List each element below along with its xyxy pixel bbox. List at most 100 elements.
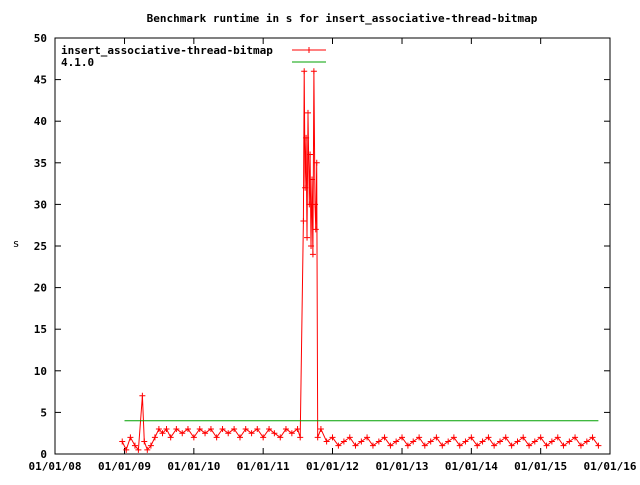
series-line-0 bbox=[121, 71, 599, 452]
data-point bbox=[302, 184, 309, 191]
data-point bbox=[207, 426, 214, 433]
y-axis-label: s bbox=[13, 237, 20, 250]
x-axis: 01/01/08 01/01/09 01/01/10 01/01/11 01/01/12… bbox=[29, 38, 637, 473]
data-point bbox=[141, 438, 148, 445]
data-point bbox=[301, 68, 308, 75]
data-point bbox=[358, 438, 365, 445]
data-point bbox=[135, 446, 142, 453]
x-tick-label: 01/01/10 bbox=[167, 460, 220, 473]
data-point bbox=[479, 438, 486, 445]
x-tick-label: 01/01/14 bbox=[445, 460, 498, 473]
data-point bbox=[151, 434, 158, 441]
data-point bbox=[537, 434, 544, 441]
data-point bbox=[364, 434, 371, 441]
x-tick-label: 01/01/11 bbox=[237, 460, 290, 473]
data-point bbox=[184, 426, 191, 433]
data-point bbox=[427, 438, 434, 445]
y-tick-label: 45 bbox=[34, 74, 47, 87]
data-point bbox=[306, 201, 313, 208]
data-point bbox=[474, 442, 481, 449]
data-point bbox=[387, 442, 394, 449]
y-tick-label: 50 bbox=[34, 32, 47, 45]
data-point bbox=[340, 438, 347, 445]
x-tick-label: 01/01/09 bbox=[98, 460, 151, 473]
data-point bbox=[456, 442, 463, 449]
data-point bbox=[304, 234, 311, 241]
data-point bbox=[369, 442, 376, 449]
data-point bbox=[421, 442, 428, 449]
data-point bbox=[173, 426, 180, 433]
data-point bbox=[167, 434, 174, 441]
x-tick-label: 01/01/08 bbox=[29, 460, 82, 473]
data-point bbox=[577, 442, 584, 449]
data-point bbox=[450, 434, 457, 441]
data-point bbox=[445, 438, 452, 445]
data-point bbox=[312, 226, 319, 233]
data-point bbox=[346, 434, 353, 441]
data-point bbox=[294, 426, 301, 433]
data-point bbox=[393, 438, 400, 445]
x-tick-label: 01/01/12 bbox=[306, 460, 359, 473]
y-axis: 0 5 10 15 20 25 30 35 40 45 50 bbox=[34, 32, 610, 461]
data-point bbox=[312, 201, 319, 208]
data-point bbox=[288, 430, 295, 437]
data-point bbox=[119, 438, 126, 445]
data-point bbox=[202, 430, 209, 437]
data-point bbox=[282, 426, 289, 433]
data-point bbox=[260, 434, 267, 441]
data-point bbox=[323, 438, 330, 445]
data-point bbox=[297, 434, 304, 441]
data-point bbox=[144, 446, 151, 453]
data-point bbox=[307, 151, 314, 158]
data-point bbox=[309, 251, 316, 258]
series-layer bbox=[119, 68, 602, 453]
data-point bbox=[242, 426, 249, 433]
y-tick-label: 0 bbox=[40, 448, 47, 461]
data-point bbox=[375, 438, 382, 445]
data-point bbox=[548, 438, 555, 445]
data-point bbox=[335, 442, 342, 449]
data-point bbox=[159, 430, 166, 437]
data-point bbox=[213, 434, 220, 441]
y-tick-label: 30 bbox=[34, 198, 47, 211]
y-tick-label: 40 bbox=[34, 115, 47, 128]
data-point bbox=[485, 434, 492, 441]
data-point bbox=[225, 430, 232, 437]
data-point bbox=[468, 434, 475, 441]
data-point bbox=[554, 434, 561, 441]
data-point bbox=[520, 434, 527, 441]
data-point bbox=[566, 438, 573, 445]
data-point bbox=[514, 438, 521, 445]
x-tick-label: 01/01/15 bbox=[514, 460, 567, 473]
data-point bbox=[300, 218, 307, 225]
data-point bbox=[314, 434, 321, 441]
data-point bbox=[526, 442, 533, 449]
data-point bbox=[147, 442, 154, 449]
data-point bbox=[410, 438, 417, 445]
legend-label: insert_associative-thread-bitmap bbox=[61, 44, 273, 57]
data-point bbox=[163, 426, 170, 433]
data-point bbox=[572, 434, 579, 441]
data-point bbox=[399, 434, 406, 441]
data-point bbox=[416, 434, 423, 441]
legend-label: 4.1.0 bbox=[61, 56, 94, 69]
data-point bbox=[497, 438, 504, 445]
data-point bbox=[352, 442, 359, 449]
y-tick-label: 10 bbox=[34, 365, 47, 378]
chart-title: Benchmark runtime in s for insert_associ… bbox=[147, 12, 538, 25]
y-tick-label: 35 bbox=[34, 157, 47, 170]
data-point bbox=[131, 442, 138, 449]
data-point bbox=[179, 430, 186, 437]
data-point bbox=[303, 134, 310, 141]
data-point bbox=[271, 430, 278, 437]
data-point bbox=[277, 434, 284, 441]
data-point bbox=[589, 434, 596, 441]
data-point bbox=[381, 434, 388, 441]
data-point bbox=[254, 426, 261, 433]
data-point bbox=[308, 243, 315, 249]
data-point bbox=[543, 442, 550, 449]
data-point bbox=[127, 434, 134, 441]
data-point bbox=[502, 434, 509, 441]
data-point bbox=[155, 426, 162, 433]
